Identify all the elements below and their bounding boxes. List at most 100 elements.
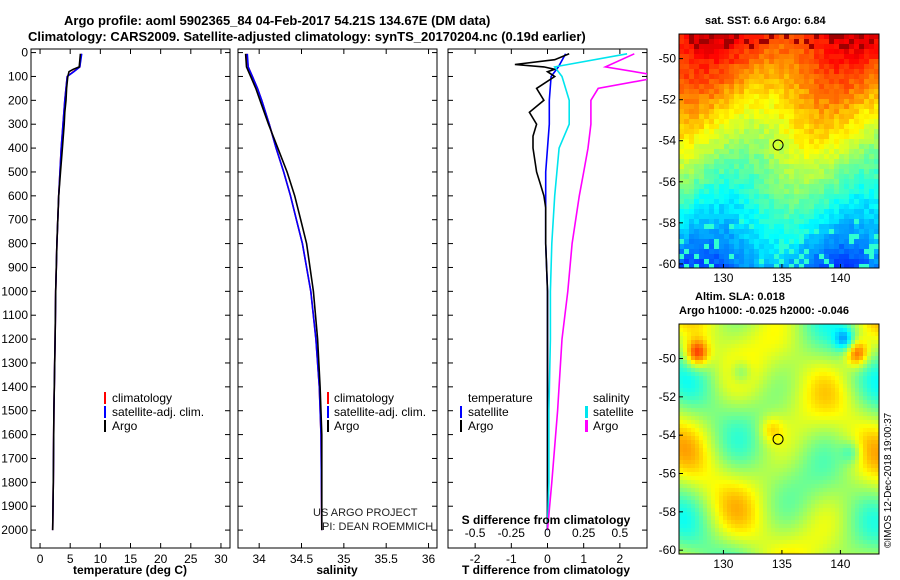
map-cell: [795, 536, 800, 541]
map-cell: [839, 264, 845, 268]
map-cell: [864, 209, 870, 215]
map-cell: [819, 159, 825, 165]
map-cell: [829, 124, 835, 130]
map-cell: [723, 460, 728, 465]
map-cell: [827, 336, 832, 341]
map-cell: [699, 520, 704, 525]
map-cell: [691, 348, 696, 353]
map-cell: [799, 340, 804, 345]
map-cell: [699, 336, 704, 341]
map-cell: [703, 552, 708, 554]
map-cell: [859, 184, 865, 190]
map-cell: [871, 428, 876, 433]
map-cell: [804, 234, 810, 240]
map-cell: [863, 532, 868, 537]
map-cell: [723, 552, 728, 554]
map-cell: [709, 104, 715, 110]
map-cell: [839, 364, 844, 369]
map-cell: [703, 324, 708, 329]
map-cell: [711, 456, 716, 461]
map-cell: [735, 520, 740, 525]
map-cell: [679, 440, 684, 445]
map-cell: [709, 154, 715, 160]
map-cell: [859, 336, 864, 341]
map-cell: [844, 184, 850, 190]
map-cell: [704, 49, 710, 55]
map-cell: [771, 448, 776, 453]
map-cell: [711, 352, 716, 357]
map-cell: [683, 512, 688, 517]
map-cell: [811, 484, 816, 489]
map-cell: [809, 104, 815, 110]
map-cell: [715, 532, 720, 537]
map-cell: [715, 444, 720, 449]
map-cell: [759, 476, 764, 481]
map-cell: [711, 524, 716, 529]
map-cell: [783, 424, 788, 429]
map-cell: [834, 79, 840, 85]
map-cell: [867, 464, 872, 469]
map-cell: [689, 179, 695, 185]
map-cell: [803, 344, 808, 349]
map-cell: [829, 234, 835, 240]
map-cell: [727, 496, 732, 501]
map-cell: [729, 164, 735, 170]
map-cell: [711, 412, 716, 417]
map-cell: [763, 432, 768, 437]
map-cell: [739, 154, 745, 160]
map-cell: [803, 404, 808, 409]
map-cell: [687, 544, 692, 549]
map-cell: [767, 512, 772, 517]
map-cell: [739, 388, 744, 393]
map-cell: [794, 204, 800, 210]
map-cell: [699, 139, 705, 145]
map-cell: [734, 184, 740, 190]
map-cell: [751, 388, 756, 393]
map-cell: [819, 189, 825, 195]
map-cell: [767, 332, 772, 337]
map-cell: [829, 204, 835, 210]
map-cell: [699, 84, 705, 90]
map-cell: [843, 372, 848, 377]
map-cell: [783, 492, 788, 497]
map-cell: [867, 432, 872, 437]
map-cell: [694, 104, 700, 110]
map-cell: [864, 39, 870, 45]
map-cell: [835, 544, 840, 549]
map-cell: [863, 436, 868, 441]
map-cell: [823, 328, 828, 333]
map-cell: [719, 356, 724, 361]
map-cell: [767, 432, 772, 437]
map-cell: [867, 452, 872, 457]
map-cell: [839, 356, 844, 361]
map-cell: [871, 484, 876, 489]
map-cell: [771, 540, 776, 545]
map-cell: [799, 468, 804, 473]
map-cell: [811, 340, 816, 345]
map-cell: [731, 356, 736, 361]
map-cell: [807, 380, 812, 385]
map-cell: [679, 332, 684, 337]
map-cell: [699, 448, 704, 453]
map-cell: [854, 119, 860, 125]
map-cell: [844, 34, 850, 40]
map-cell: [851, 364, 856, 369]
map-cell: [869, 229, 875, 235]
map-cell: [811, 336, 816, 341]
map-cell: [734, 119, 740, 125]
map-cell: [684, 174, 690, 180]
map-cell: [783, 364, 788, 369]
map-cell: [807, 372, 812, 377]
map-cell: [834, 89, 840, 95]
map-cell: [749, 214, 755, 220]
map-cell: [847, 448, 852, 453]
map-cell: [804, 169, 810, 175]
map-cell: [783, 476, 788, 481]
map-cell: [759, 324, 764, 329]
map-cell: [684, 139, 690, 145]
map-cell: [771, 432, 776, 437]
map-cell: [751, 404, 756, 409]
map-cell: [807, 332, 812, 337]
map-cell: [794, 109, 800, 115]
map-cell: [855, 536, 860, 541]
